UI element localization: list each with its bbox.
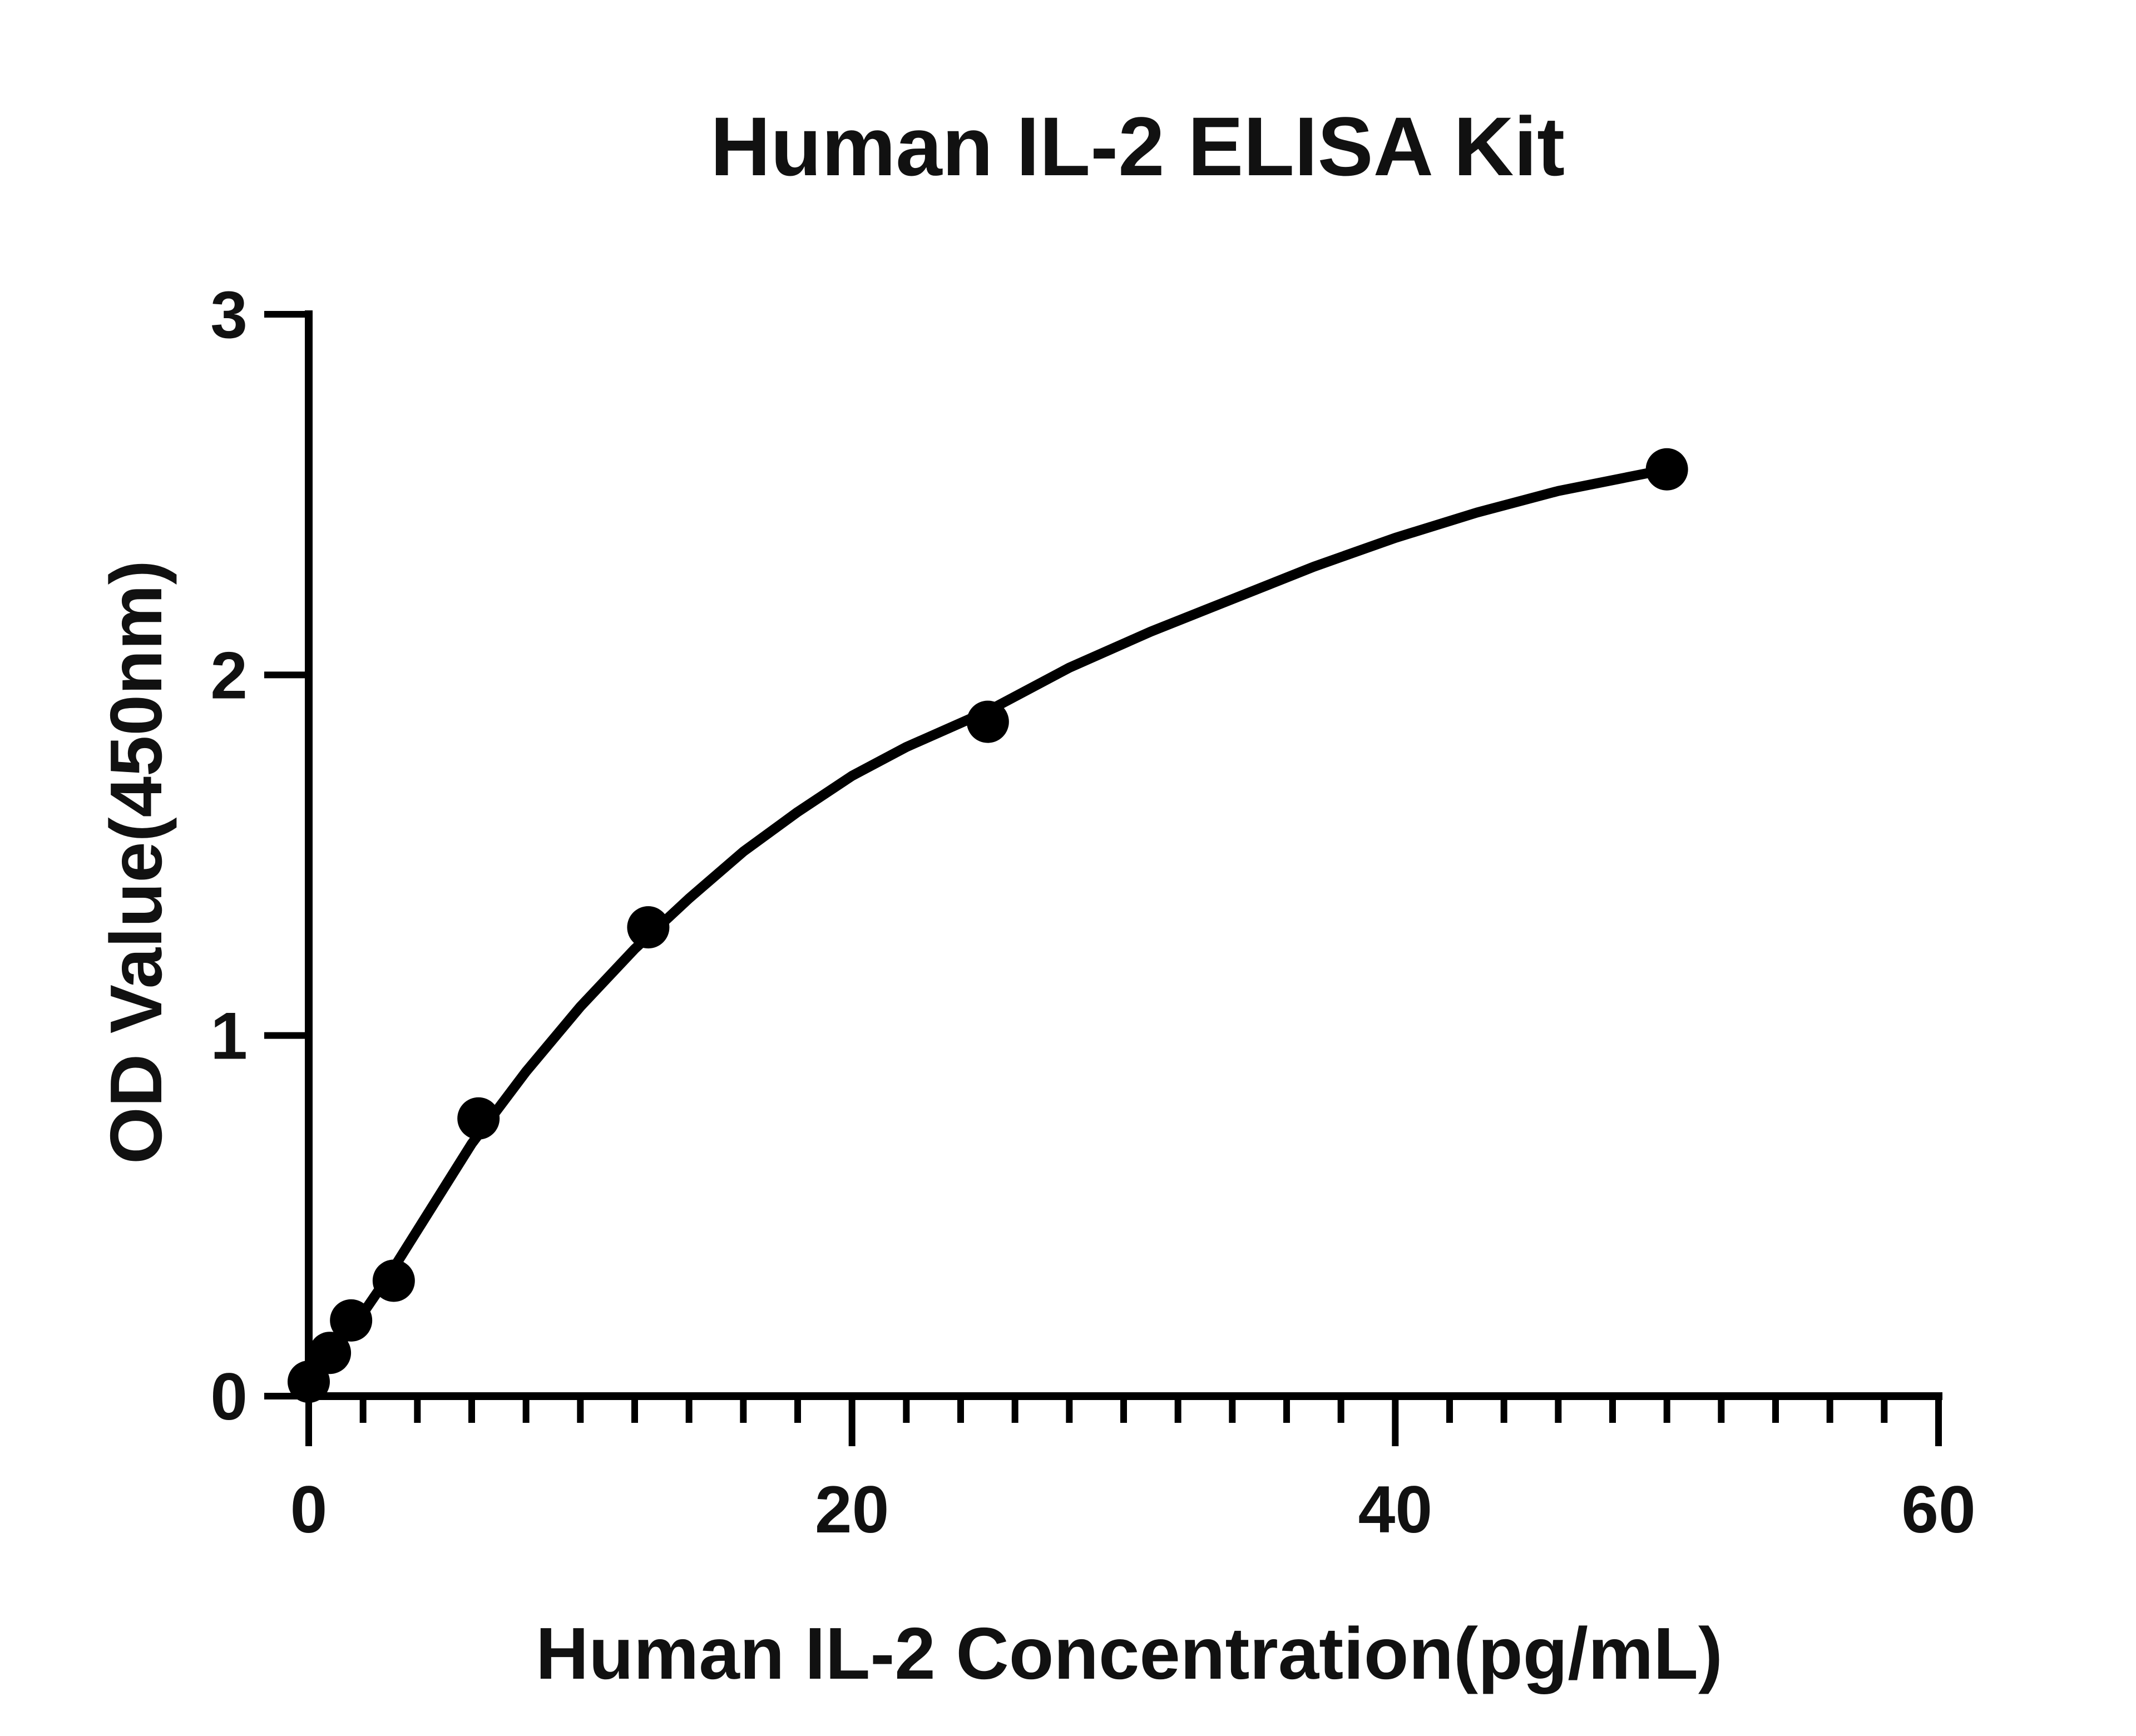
y-tick-label: 0 — [210, 1359, 248, 1434]
y-tick-label: 2 — [210, 638, 248, 713]
data-point — [309, 1332, 352, 1374]
tick-labels: 0 20 40 60 0 1 2 3 — [210, 278, 1975, 1547]
axes — [305, 310, 1942, 1400]
ticks — [264, 311, 1942, 1446]
y-axis-label: OD Value(450nm) — [95, 560, 177, 1164]
data-point — [966, 700, 1009, 743]
data-point — [330, 1299, 373, 1342]
data-point — [372, 1259, 415, 1302]
data-point — [288, 1361, 330, 1403]
data-point — [627, 906, 670, 949]
x-axis-label: Human IL-2 Concentration(pg/mL) — [536, 1613, 1723, 1694]
fit-curve — [304, 464, 1672, 1387]
data-point — [1645, 448, 1688, 491]
chart-title: Human IL-2 ELISA Kit — [710, 100, 1565, 193]
data-point — [457, 1097, 500, 1140]
y-tick-label: 3 — [210, 278, 248, 352]
x-tick-label: 0 — [290, 1472, 328, 1547]
x-tick-label: 40 — [1358, 1472, 1432, 1547]
x-tick-label: 20 — [815, 1472, 889, 1547]
data-points — [288, 448, 1688, 1403]
y-tick-label: 1 — [210, 999, 248, 1074]
x-tick-label: 60 — [1901, 1472, 1975, 1547]
